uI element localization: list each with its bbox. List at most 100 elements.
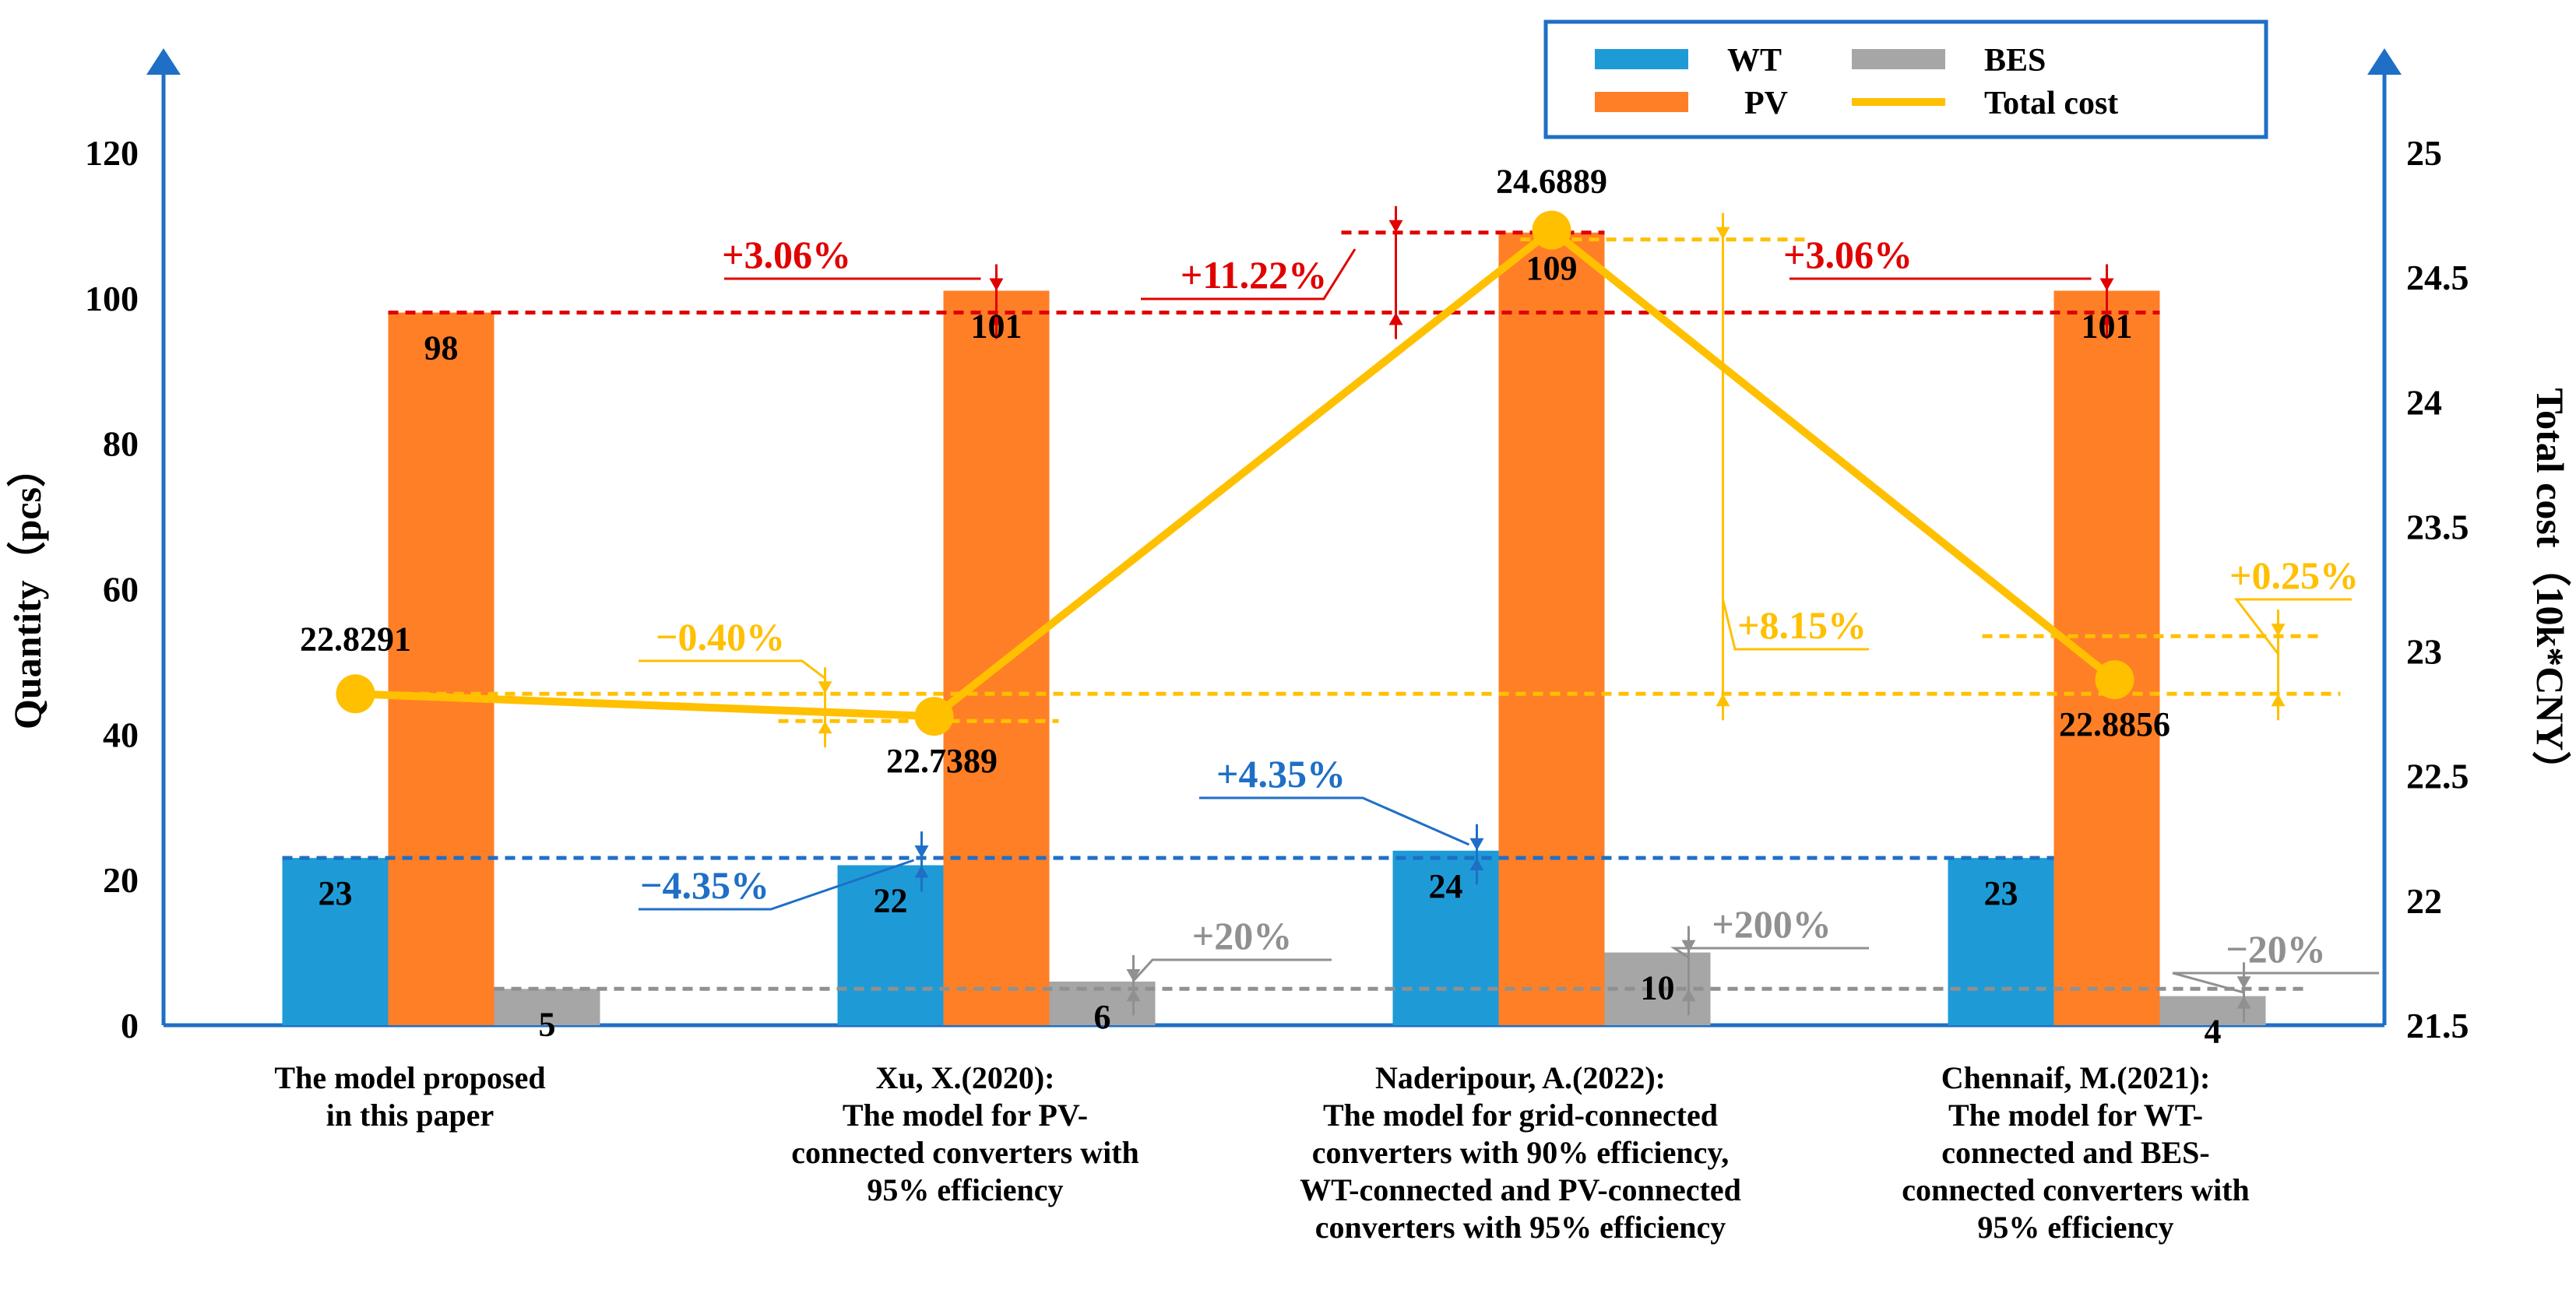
- total-cost-point: [1532, 210, 1571, 250]
- x-category-label: Xu, X.(2020): The model for PV-connected …: [791, 1060, 1139, 1207]
- bar-value-label: 6: [1094, 998, 1111, 1036]
- change-arrow: [2099, 278, 2114, 291]
- legend-swatch-pv: [1595, 92, 1688, 112]
- bar-value-label: 23: [318, 874, 353, 912]
- bar-value-label: 24: [1429, 867, 1463, 905]
- y2-tick-label: 24.5: [2406, 258, 2469, 297]
- legend-label: Total cost: [1984, 86, 2118, 121]
- y2-tick-label: 22: [2406, 881, 2442, 921]
- y-axis-title: Quantity（pcs）: [5, 448, 49, 729]
- legend-label: PV: [1744, 86, 1788, 121]
- change-arrow: [2236, 976, 2251, 989]
- y-tick-label: 40: [103, 715, 139, 754]
- change-percentage-label: +4.35%: [1216, 752, 1346, 796]
- y2-tick-label: 23: [2406, 632, 2442, 672]
- y2-tick-label: 23.5: [2406, 507, 2469, 546]
- total-cost-point: [914, 697, 954, 736]
- bar-pv: [1498, 232, 1605, 1026]
- callout-leader: [639, 659, 826, 680]
- change-arrow: [1716, 227, 1730, 240]
- y-tick-label: 100: [85, 279, 139, 318]
- bar-wt: [837, 865, 944, 1025]
- change-percentage-label: +3.06%: [722, 233, 851, 276]
- change-percentage-label: −4.35%: [640, 863, 769, 907]
- change-arrow: [1681, 989, 1696, 1002]
- change-percentage-label: −20%: [2226, 927, 2326, 971]
- bar-value-label: 10: [1641, 969, 1675, 1007]
- bar-pv: [2053, 290, 2160, 1025]
- y2-tick-label: 22.5: [2406, 757, 2469, 796]
- change-arrow: [1388, 312, 1403, 325]
- change-arrow: [989, 312, 1004, 325]
- change-arrow: [2099, 312, 2114, 325]
- total-cost-value-label: 22.8291: [300, 620, 411, 658]
- change-arrow: [1126, 968, 1141, 982]
- change-arrow: [2271, 624, 2286, 637]
- callout-leader: [2172, 972, 2379, 994]
- callout-leader: [1670, 947, 1869, 959]
- bar-bes: [1604, 952, 1711, 1025]
- bar-wt: [1948, 858, 2054, 1025]
- callout-leader: [639, 859, 914, 911]
- left-axis-arrow: [146, 48, 181, 75]
- bar-wt: [1392, 850, 1499, 1025]
- legend-swatch-bes: [1852, 49, 1945, 69]
- x-category-label: The model proposed in this paper: [274, 1060, 545, 1133]
- change-percentage-label: −0.40%: [656, 615, 785, 659]
- change-arrow: [1716, 694, 1730, 707]
- change-arrow: [1126, 989, 1141, 1002]
- change-arrow: [1388, 220, 1403, 233]
- callout-leader: [1722, 599, 1869, 651]
- bar-bes: [2159, 996, 2266, 1025]
- y2-tick-label: 25: [2406, 133, 2442, 173]
- change-arrow: [914, 865, 929, 878]
- y2-tick-label: 21.5: [2406, 1006, 2469, 1045]
- bar-value-label: 4: [2205, 1013, 2222, 1051]
- bar-value-label: 101: [2082, 307, 2133, 345]
- bar-bes: [494, 989, 600, 1025]
- total-cost-value-label: 22.7389: [886, 742, 998, 780]
- change-percentage-label: +11.22%: [1181, 253, 1327, 297]
- change-percentage-label: +20%: [1192, 914, 1293, 957]
- total-cost-line: [355, 226, 2117, 721]
- callout-leader: [1141, 248, 1357, 300]
- y-tick-label: 60: [103, 570, 139, 610]
- legend-label: WT: [1727, 43, 1782, 79]
- x-category-label: Chennaif, M.(2021): The model for WT-conn…: [1902, 1060, 2250, 1245]
- bar-pv: [388, 312, 494, 1025]
- bar-value-label: 22: [874, 881, 908, 919]
- change-arrow: [1681, 940, 1696, 953]
- bar-value-label: 109: [1526, 249, 1578, 287]
- change-arrow: [2236, 996, 2251, 1009]
- right-axis-arrow: [2367, 48, 2402, 75]
- bar-value-label: 98: [424, 329, 459, 367]
- change-arrow: [818, 721, 832, 734]
- change-arrow: [914, 845, 929, 859]
- total-cost-point: [2095, 660, 2134, 700]
- callout-leader: [1132, 958, 1332, 982]
- change-arrow: [1469, 838, 1484, 851]
- bar-pv: [943, 290, 1050, 1025]
- y-tick-label: 20: [103, 860, 139, 900]
- bar-value-label: 5: [539, 1005, 556, 1043]
- y-tick-label: 80: [103, 424, 139, 464]
- total-cost-value-label: 22.8856: [2059, 705, 2170, 743]
- legend-swatch-wt: [1595, 49, 1688, 69]
- change-arrow: [989, 278, 1004, 291]
- callout-leader: [1199, 796, 1470, 846]
- y2-tick-label: 24: [2406, 382, 2442, 422]
- y-tick-label: 120: [85, 133, 139, 173]
- change-percentage-label: +8.15%: [1737, 603, 1867, 647]
- change-percentage-label: +200%: [1712, 902, 1832, 946]
- bar-wt: [282, 858, 389, 1025]
- total-cost-point: [336, 674, 375, 714]
- change-percentage-label: +0.25%: [2229, 553, 2359, 597]
- legend-label: BES: [1984, 43, 2046, 79]
- x-category-label: Naderipour, A.(2022): The model for grid-…: [1300, 1060, 1741, 1245]
- callout-leader: [2233, 598, 2352, 655]
- change-arrow: [818, 681, 832, 694]
- y-tick-label: 0: [121, 1006, 139, 1045]
- bar-value-label: 101: [971, 307, 1022, 345]
- change-arrow: [1469, 858, 1484, 871]
